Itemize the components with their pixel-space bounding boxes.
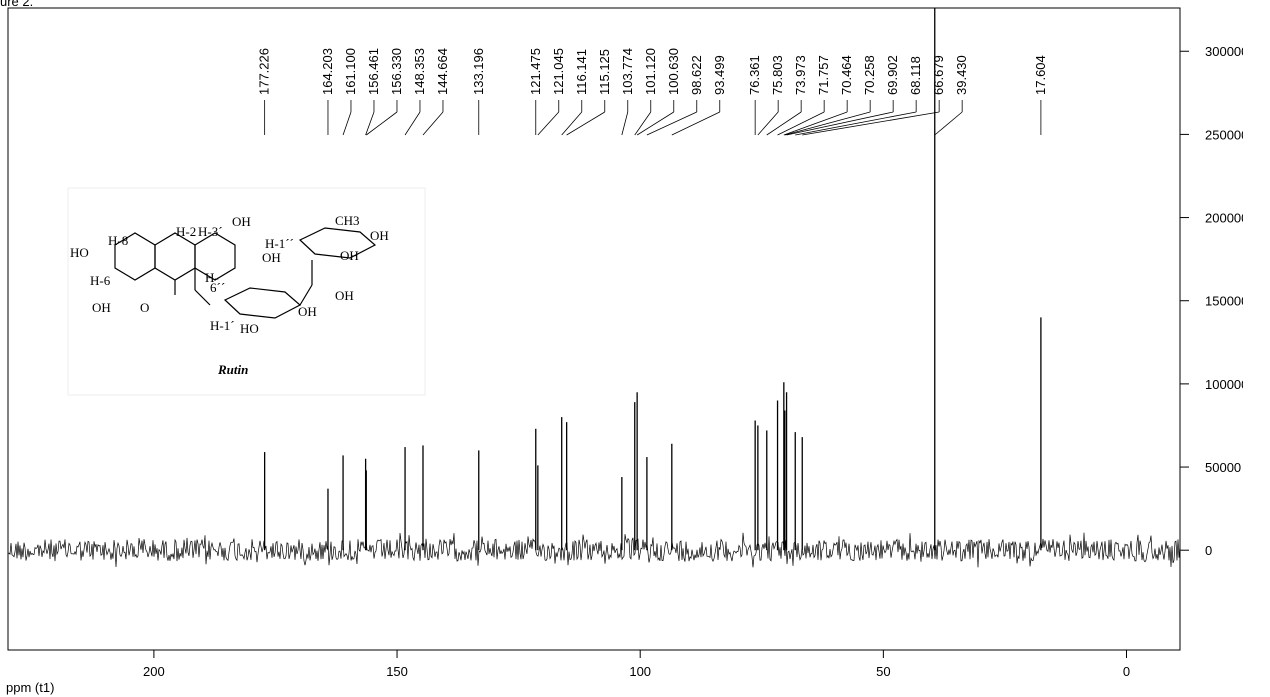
- structure-label: HO: [70, 245, 89, 260]
- y-tick-label: 300000: [1205, 44, 1248, 59]
- peak-label-leader: [795, 111, 917, 136]
- peak-label: 70.258: [862, 55, 877, 95]
- x-tick-label: 200: [143, 664, 165, 679]
- peak-label-leader: [636, 111, 674, 136]
- structure-label: H-1´: [210, 318, 235, 333]
- peak-label: 73.973: [793, 55, 808, 95]
- structure-label: H-8: [108, 233, 128, 248]
- peak-label: 133.196: [471, 48, 486, 95]
- x-tick-label: 0: [1123, 664, 1130, 679]
- peak-label-leader: [561, 111, 583, 136]
- peak-label: 76.361: [747, 55, 762, 95]
- peak-label: 93.499: [712, 55, 727, 95]
- peak-label-leader: [566, 111, 605, 136]
- plot-frame: [7, 7, 1181, 651]
- structure-label: OH: [370, 228, 389, 243]
- peak-label: 115.125: [597, 49, 612, 95]
- structure-label: OH: [262, 250, 281, 265]
- structure-label: OH: [340, 248, 359, 263]
- peak-label: 103.774: [620, 48, 635, 95]
- x-tick-label: 50: [876, 664, 890, 679]
- peak-label: 17.604: [1033, 55, 1048, 95]
- peak-label-leader: [766, 111, 802, 136]
- y-tick-label: 0: [1205, 543, 1212, 558]
- peak-label: 156.330: [389, 48, 404, 95]
- peak-label: 148.353: [412, 48, 427, 95]
- peak-label: 161.100: [343, 48, 358, 95]
- peak-label-leader: [365, 111, 375, 136]
- y-axis: 0 50000 100000 150000 200000 250000 300000: [1180, 44, 1248, 558]
- peak-label: 98.622: [689, 55, 704, 95]
- peak-label: 121.045: [551, 48, 566, 95]
- peak-label-leader: [757, 111, 779, 136]
- y-tick-label: 250000: [1205, 127, 1248, 142]
- y-tick-label: 100000: [1205, 377, 1248, 392]
- peak-label: 164.203: [320, 48, 335, 95]
- peak-label-leader: [671, 111, 720, 136]
- structure-label: OH: [92, 300, 111, 315]
- y-tick-label: 50000: [1205, 460, 1241, 475]
- structure-label: H-2: [176, 224, 196, 239]
- baseline-noise: [8, 532, 1180, 568]
- peak-label-leader: [366, 111, 398, 136]
- peak-label-leader: [802, 111, 940, 136]
- peak-label-leader: [783, 111, 848, 136]
- peak-label-leader: [537, 111, 560, 136]
- structure-label: OH: [232, 214, 251, 229]
- x-axis-label: ppm (t1): [6, 680, 54, 695]
- structure-label: OH: [298, 304, 317, 319]
- peak-label: 177.226: [257, 48, 272, 95]
- structure-drawing: [114, 227, 377, 319]
- peak-label-leader: [621, 111, 629, 136]
- x-tick-label: 100: [629, 664, 651, 679]
- y-tick-label: 200000: [1205, 211, 1248, 226]
- structure-label: HO: [240, 321, 259, 336]
- peak-label: 69.902: [885, 55, 900, 95]
- inset-caption: Rutin: [217, 362, 248, 377]
- peak-label-leader: [646, 111, 697, 136]
- peak-label-leader: [634, 111, 652, 136]
- structure-label: O: [140, 300, 149, 315]
- structure-label: H-6: [90, 273, 111, 288]
- structure-label: H-1´´: [265, 236, 294, 251]
- inset-box: [67, 187, 426, 396]
- peak-label: 100.630: [666, 48, 681, 95]
- structure-label: 6´´: [210, 280, 225, 295]
- peak-label: 71.757: [816, 55, 831, 95]
- peak-label-leader: [422, 111, 444, 136]
- peak-label: 121.475: [528, 48, 543, 95]
- peak-label: 39.430: [954, 55, 969, 95]
- peak-label-leader: [777, 111, 825, 136]
- peak-label: 70.464: [839, 55, 854, 95]
- heading: ure 2.: [0, 0, 33, 9]
- peak-label-leader: [784, 111, 871, 136]
- structure-label: OH: [335, 288, 354, 303]
- peak-label: 116.141: [574, 49, 589, 95]
- peak-label-leader: [342, 111, 352, 136]
- x-tick-label: 150: [386, 664, 408, 679]
- peak-label-leader: [786, 111, 894, 136]
- peak-label-leader: [934, 111, 963, 136]
- peak-label: 144.664: [435, 48, 450, 95]
- peak-label: 101.120: [643, 48, 658, 95]
- peak-label: 156.461: [366, 48, 381, 95]
- peak-label: 68.118: [908, 56, 923, 95]
- peak-label: 66.679: [931, 55, 946, 95]
- peak-label: 75.803: [770, 55, 785, 95]
- structure-label: H-: [205, 270, 219, 285]
- structure-label: CH3: [335, 213, 360, 228]
- peak-label-leader: [404, 111, 421, 136]
- structure-label: H-3´: [198, 224, 223, 239]
- plot-area: [8, 8, 1180, 568]
- y-tick-label: 150000: [1205, 294, 1248, 309]
